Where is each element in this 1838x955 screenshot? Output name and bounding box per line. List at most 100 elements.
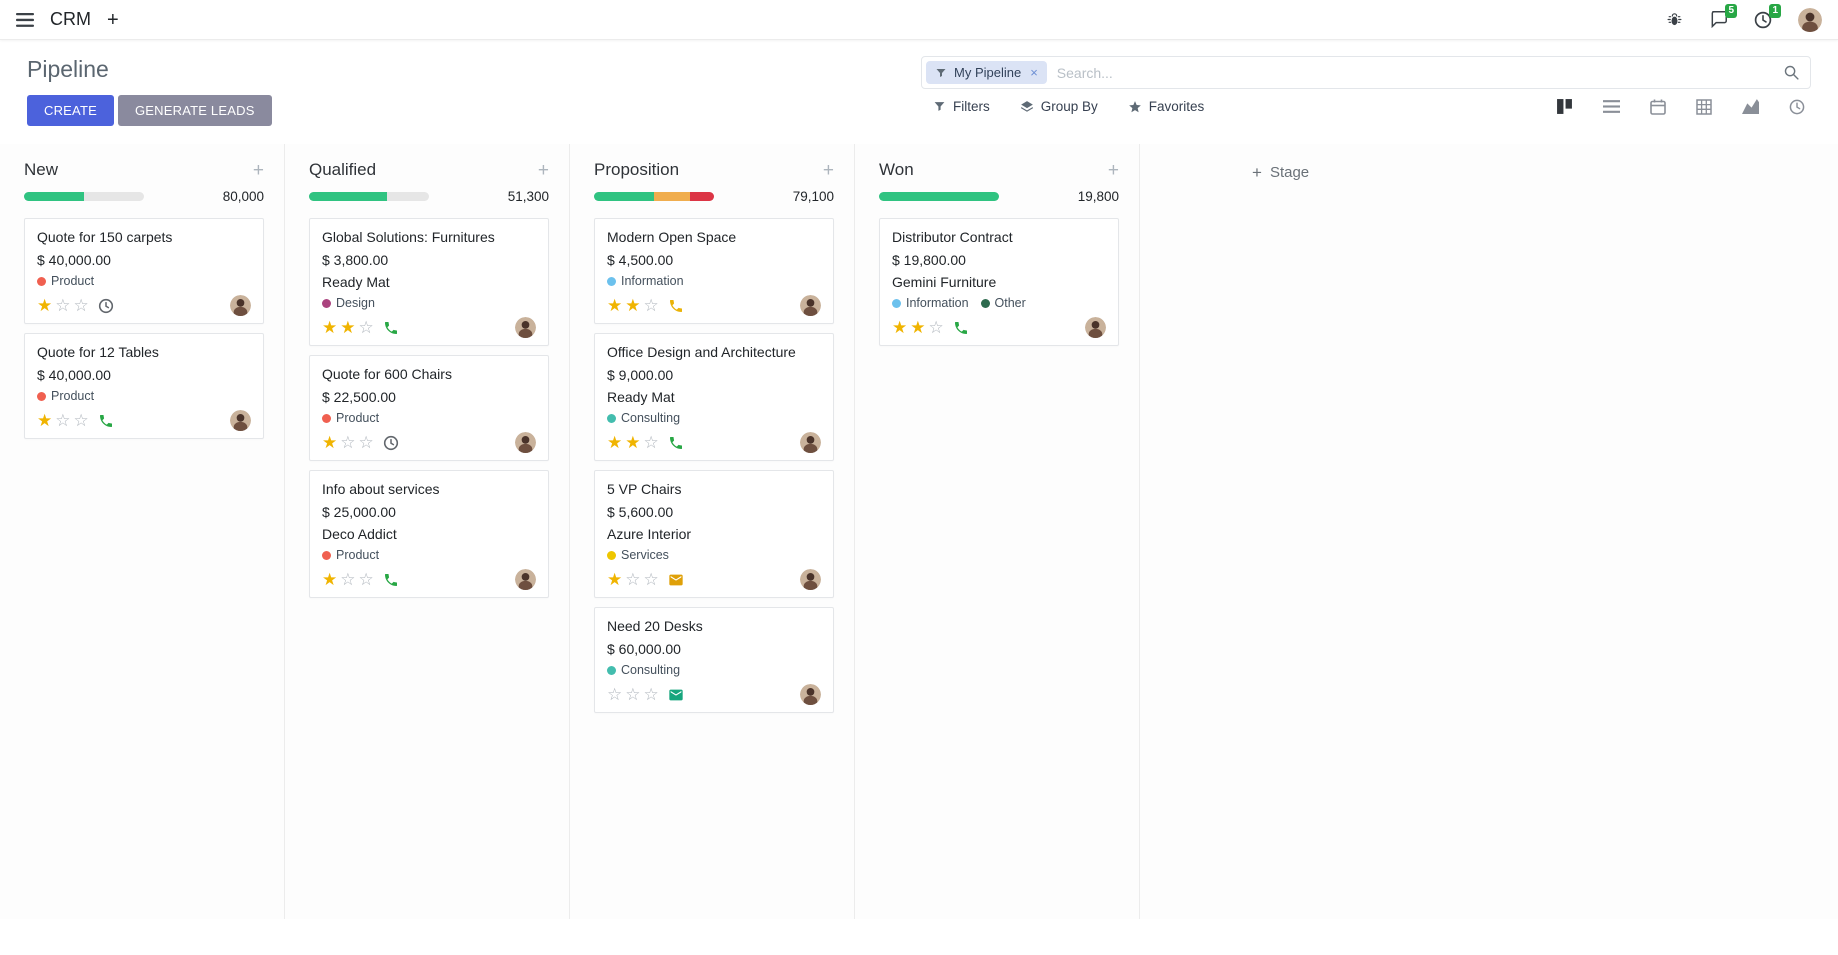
facet-remove-icon[interactable]: ×	[1030, 65, 1038, 80]
graph-view-icon[interactable]	[1742, 99, 1759, 114]
phone-activity-icon[interactable]	[383, 572, 399, 588]
envelope-activity-icon[interactable]	[668, 687, 684, 703]
priority-star-icon[interactable]: ★	[625, 433, 641, 452]
envelope-activity-icon[interactable]	[668, 572, 684, 588]
priority-star-icon[interactable]: ★	[340, 318, 356, 337]
column-progressbar[interactable]	[594, 192, 714, 201]
avatar[interactable]	[800, 295, 821, 316]
kanban-card[interactable]: 5 VP Chairs $ 5,600.00 Azure Interior Se…	[594, 470, 834, 598]
kanban-card[interactable]: Need 20 Desks $ 60,000.00 Consulting ☆ ☆ ☆	[594, 607, 834, 713]
kanban-card[interactable]: Quote for 600 Chairs $ 22,500.00 Product…	[309, 355, 549, 461]
priority-star-icon[interactable]: ☆	[358, 318, 374, 337]
avatar[interactable]	[800, 569, 821, 590]
priority-star-icon[interactable]: ★	[37, 296, 53, 315]
activities-clock-icon[interactable]: 1	[1754, 3, 1781, 29]
priority-star-icon[interactable]: ☆	[643, 685, 659, 704]
add-record-icon[interactable]: +	[252, 159, 264, 181]
column-progressbar[interactable]	[879, 192, 999, 201]
priority-star-icon[interactable]: ★	[322, 433, 338, 452]
kanban-card[interactable]: Modern Open Space $ 4,500.00 Information…	[594, 218, 834, 324]
add-stage-button[interactable]: + Stage	[1252, 160, 1309, 184]
priority-star-icon[interactable]: ★	[607, 570, 623, 589]
avatar[interactable]	[800, 684, 821, 705]
priority-star-icon[interactable]: ★	[625, 296, 641, 315]
avatar[interactable]	[515, 432, 536, 453]
priority-star-icon[interactable]: ☆	[358, 433, 374, 452]
search-bar[interactable]: My Pipeline ×	[921, 56, 1811, 89]
priority-star-icon[interactable]: ★	[892, 318, 908, 337]
priority-star-icon[interactable]: ☆	[643, 570, 659, 589]
plus-icon[interactable]: +	[107, 8, 119, 31]
kanban-card[interactable]: Quote for 12 Tables $ 40,000.00 Product …	[24, 333, 264, 439]
add-record-icon[interactable]: +	[537, 159, 549, 181]
priority-star-icon[interactable]: ★	[910, 318, 926, 337]
kanban-card[interactable]: Distributor Contract $ 19,800.00 Gemini …	[879, 218, 1119, 346]
pivot-view-icon[interactable]	[1696, 98, 1712, 115]
column-progressbar[interactable]	[24, 192, 144, 201]
create-button[interactable]: CREATE	[27, 95, 114, 126]
generate-leads-button[interactable]: GENERATE LEADS	[117, 95, 272, 126]
phone-activity-icon[interactable]	[98, 413, 114, 429]
avatar[interactable]	[1085, 317, 1106, 338]
user-avatar[interactable]	[1798, 7, 1822, 32]
calendar-view-icon[interactable]	[1650, 99, 1666, 115]
priority-star-icon[interactable]: ☆	[73, 296, 89, 315]
priority-star-icon[interactable]: ☆	[73, 411, 89, 430]
priority-star-icon[interactable]: ★	[37, 411, 53, 430]
priority-star-icon[interactable]: ☆	[340, 433, 356, 452]
clock-activity-icon[interactable]	[383, 435, 399, 451]
app-name[interactable]: CRM	[50, 9, 91, 29]
avatar[interactable]	[230, 410, 251, 431]
search-input[interactable]	[1046, 64, 1783, 81]
favorites-button[interactable]: Favorites	[1128, 99, 1204, 114]
priority-star-icon[interactable]: ☆	[928, 318, 944, 337]
priority-star-icon[interactable]: ★	[322, 318, 338, 337]
kanban-card[interactable]: Global Solutions: Furnitures $ 3,800.00 …	[309, 218, 549, 346]
phone-activity-icon[interactable]	[668, 435, 684, 451]
group-by-label: Group By	[1040, 99, 1098, 114]
progress-segment[interactable]	[654, 192, 690, 201]
avatar[interactable]	[515, 317, 536, 338]
messages-icon[interactable]: 5	[1709, 4, 1737, 28]
filters-button[interactable]: Filters	[933, 99, 990, 114]
progress-segment[interactable]	[879, 192, 999, 201]
group-by-button[interactable]: Group By	[1020, 99, 1098, 114]
column-progressbar[interactable]	[309, 192, 429, 201]
phone-activity-icon[interactable]	[383, 320, 399, 336]
add-record-icon[interactable]: +	[822, 159, 834, 181]
kanban-card[interactable]: Info about services $ 25,000.00 Deco Add…	[309, 470, 549, 598]
debug-bug-icon[interactable]	[1666, 11, 1683, 28]
progress-segment[interactable]	[309, 192, 387, 201]
priority-star-icon[interactable]: ☆	[643, 296, 659, 315]
avatar[interactable]	[230, 295, 251, 316]
clock-activity-icon[interactable]	[98, 298, 114, 314]
priority-star-icon[interactable]: ★	[607, 296, 623, 315]
priority-star-icon[interactable]: ☆	[625, 685, 641, 704]
priority-star-icon[interactable]: ☆	[607, 685, 623, 704]
activity-view-icon[interactable]	[1789, 99, 1805, 115]
kanban-card[interactable]: Quote for 150 carpets $ 40,000.00 Produc…	[24, 218, 264, 324]
priority-star-icon[interactable]: ☆	[358, 570, 374, 589]
search-icon[interactable]	[1783, 64, 1800, 81]
priority-star-icon[interactable]: ★	[322, 570, 338, 589]
priority-star-icon[interactable]: ☆	[340, 570, 356, 589]
priority-star-icon[interactable]: ★	[607, 433, 623, 452]
avatar[interactable]	[800, 432, 821, 453]
priority-star-icon[interactable]: ☆	[55, 296, 71, 315]
add-record-icon[interactable]: +	[1107, 159, 1119, 181]
card-footer: ★ ★ ☆	[322, 317, 536, 338]
progress-segment[interactable]	[690, 192, 714, 201]
kanban-view-icon[interactable]	[1556, 98, 1573, 115]
avatar[interactable]	[515, 569, 536, 590]
progress-segment[interactable]	[594, 192, 654, 201]
apps-menu-icon[interactable]	[16, 12, 34, 27]
phone-activity-icon[interactable]	[953, 320, 969, 336]
priority-star-icon[interactable]: ☆	[643, 433, 659, 452]
priority-star-icon[interactable]: ☆	[625, 570, 641, 589]
search-facet[interactable]: My Pipeline ×	[926, 61, 1047, 84]
list-view-icon[interactable]	[1603, 99, 1620, 114]
progress-segment[interactable]	[24, 192, 84, 201]
phone-activity-icon[interactable]	[668, 298, 684, 314]
kanban-card[interactable]: Office Design and Architecture $ 9,000.0…	[594, 333, 834, 461]
priority-star-icon[interactable]: ☆	[55, 411, 71, 430]
